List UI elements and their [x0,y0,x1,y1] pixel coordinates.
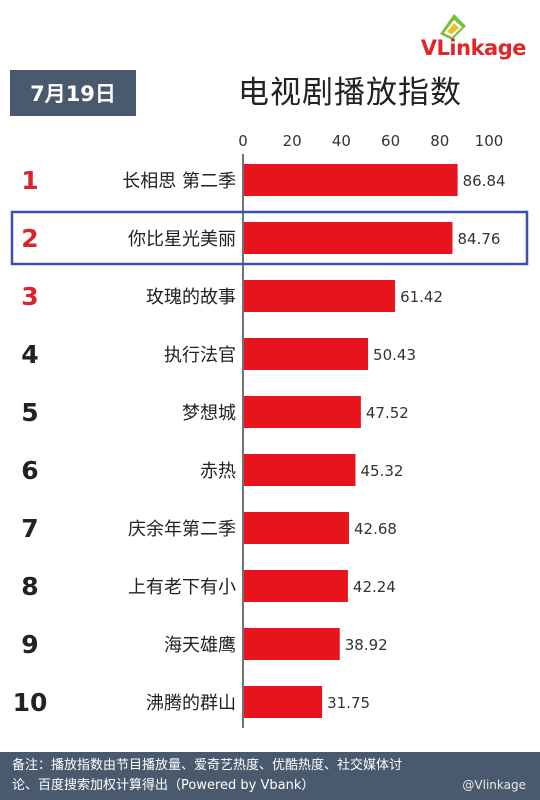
value-label: 45.32 [360,462,403,480]
rank-number: 5 [21,398,38,427]
rank-number: 1 [21,166,38,195]
bar-chart: 0 20 40 60 80 100 1 长相思 第二季 86.84 2 你比星光美丽 84.76 3 玫瑰… [10,132,529,728]
rank-number: 9 [21,630,38,659]
x-tick-label: 20 [283,132,302,150]
x-tick-label: 100 [475,132,504,150]
bar [244,512,349,544]
rank-number: 10 [13,688,48,717]
value-label: 42.24 [353,578,396,596]
category-label: 梦想城 [182,403,236,424]
bar [244,222,453,254]
value-label: 31.75 [327,694,370,712]
rank-number: 8 [21,572,38,601]
category-label: 你比星光美丽 [128,229,236,250]
x-tick-label: 80 [430,132,449,150]
rank-number: 6 [21,456,38,485]
category-label: 执行法官 [164,345,236,366]
vlinkage-logo: VLinkage [386,12,527,60]
rank-number: 7 [21,514,38,543]
category-label: 海天雄鹰 [164,635,236,656]
date-badge: 7月19日 [10,70,136,116]
x-tick-label: 0 [238,132,248,150]
logo-mark-icon [440,14,466,40]
category-label: 沸腾的群山 [146,693,236,714]
highlight-box [10,210,529,266]
bar [244,628,340,660]
chart-title: 电视剧播放指数 [238,75,462,111]
logo-text: VLinkage [420,36,527,60]
bar [244,396,361,428]
category-label: 庆余年第二季 [128,519,236,540]
value-label: 50.43 [373,346,416,364]
rank-number: 4 [21,340,38,369]
value-label: 86.84 [463,172,506,190]
value-label: 61.42 [400,288,443,306]
watermark: @Vlinkage [462,778,526,792]
bar [244,686,323,718]
value-label: 47.52 [366,404,409,422]
footer: 备注：播放指数由节目播放量、爱奇艺热度、优酷热度、社交媒体讨论、百度搜索加权计算… [0,752,540,800]
category-label: 长相思 第二季 [122,171,236,192]
rank-number: 2 [21,224,38,253]
bar [244,164,458,196]
bar [244,280,396,312]
bar [244,454,356,486]
bar [244,338,369,370]
category-label: 赤热 [200,461,236,482]
x-tick-label: 40 [332,132,351,150]
value-label: 42.68 [354,520,397,538]
date-text: 7月19日 [30,82,116,106]
footer-note: 备注：播放指数由节目播放量、爱奇艺热度、优酷热度、社交媒体讨论、百度搜索加权计算… [12,758,403,793]
category-label: 上有老下有小 [128,577,236,598]
category-label: 玫瑰的故事 [146,287,236,308]
value-label: 84.76 [458,230,501,248]
rank-number: 3 [21,282,38,311]
value-label: 38.92 [345,636,388,654]
bar [244,570,348,602]
x-tick-label: 60 [381,132,400,150]
